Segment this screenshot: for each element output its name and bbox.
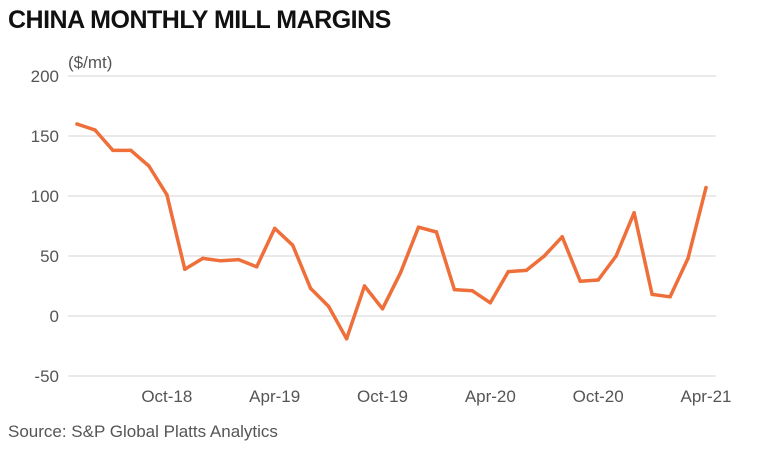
- source-note: Source: S&P Global Platts Analytics: [8, 422, 278, 441]
- data-point: [632, 211, 636, 215]
- data-point: [344, 337, 349, 341]
- data-point: [704, 185, 708, 190]
- data-point: [668, 295, 672, 299]
- data-point: [614, 254, 618, 258]
- data-point: [183, 267, 187, 271]
- data-point: [129, 148, 133, 153]
- data-point: [488, 301, 493, 305]
- data-point: [596, 278, 600, 282]
- x-tick-label: Apr-20: [465, 387, 516, 406]
- y-axis-tick-labels: 200 150 100 50 0 -50: [31, 67, 59, 386]
- y-tick-label: 100: [31, 187, 59, 206]
- gridlines: [68, 75, 716, 377]
- y-tick-label: 200: [31, 67, 59, 86]
- data-point: [236, 257, 241, 262]
- x-axis-tick-labels: Oct-18 Apr-19 Oct-19 Apr-20 Oct-20 Apr-21: [141, 387, 731, 406]
- data-point: [650, 292, 654, 297]
- x-tick-label: Oct-20: [573, 387, 624, 406]
- data-point: [93, 128, 97, 132]
- data-point: [201, 256, 205, 261]
- data-point: [452, 287, 457, 292]
- data-point: [290, 243, 295, 247]
- data-point: [75, 122, 79, 126]
- x-tick-label: Apr-21: [680, 387, 731, 406]
- data-series: [75, 122, 708, 341]
- x-tick-label: Oct-19: [357, 387, 408, 406]
- data-point: [578, 279, 582, 283]
- data-point: [219, 259, 223, 263]
- data-point: [254, 265, 259, 269]
- y-tick-label: 150: [31, 127, 59, 146]
- series-line: [75, 122, 708, 341]
- data-point: [524, 268, 529, 273]
- data-point: [308, 286, 313, 291]
- data-point: [362, 284, 367, 288]
- data-point: [398, 271, 403, 275]
- x-tick-label: Apr-19: [249, 387, 300, 406]
- y-tick-label: 50: [40, 247, 59, 266]
- data-point: [506, 269, 511, 274]
- y-tick-label: 0: [50, 307, 59, 326]
- data-point: [165, 193, 169, 197]
- x-tick-label: Oct-18: [141, 387, 192, 406]
- data-point: [560, 235, 564, 239]
- data-point: [434, 230, 439, 234]
- data-point: [272, 226, 277, 231]
- y-axis-unit-label: ($/mt): [68, 53, 112, 72]
- data-point: [470, 289, 475, 293]
- chart-title: CHINA MONTHLY MILL MARGINS: [8, 6, 391, 34]
- y-tick-label: -50: [34, 367, 59, 386]
- data-point: [380, 307, 385, 311]
- data-point: [147, 164, 151, 168]
- data-point: [542, 254, 547, 258]
- data-point: [416, 225, 421, 229]
- data-point: [686, 256, 690, 261]
- data-point: [326, 304, 331, 309]
- data-point: [111, 148, 115, 153]
